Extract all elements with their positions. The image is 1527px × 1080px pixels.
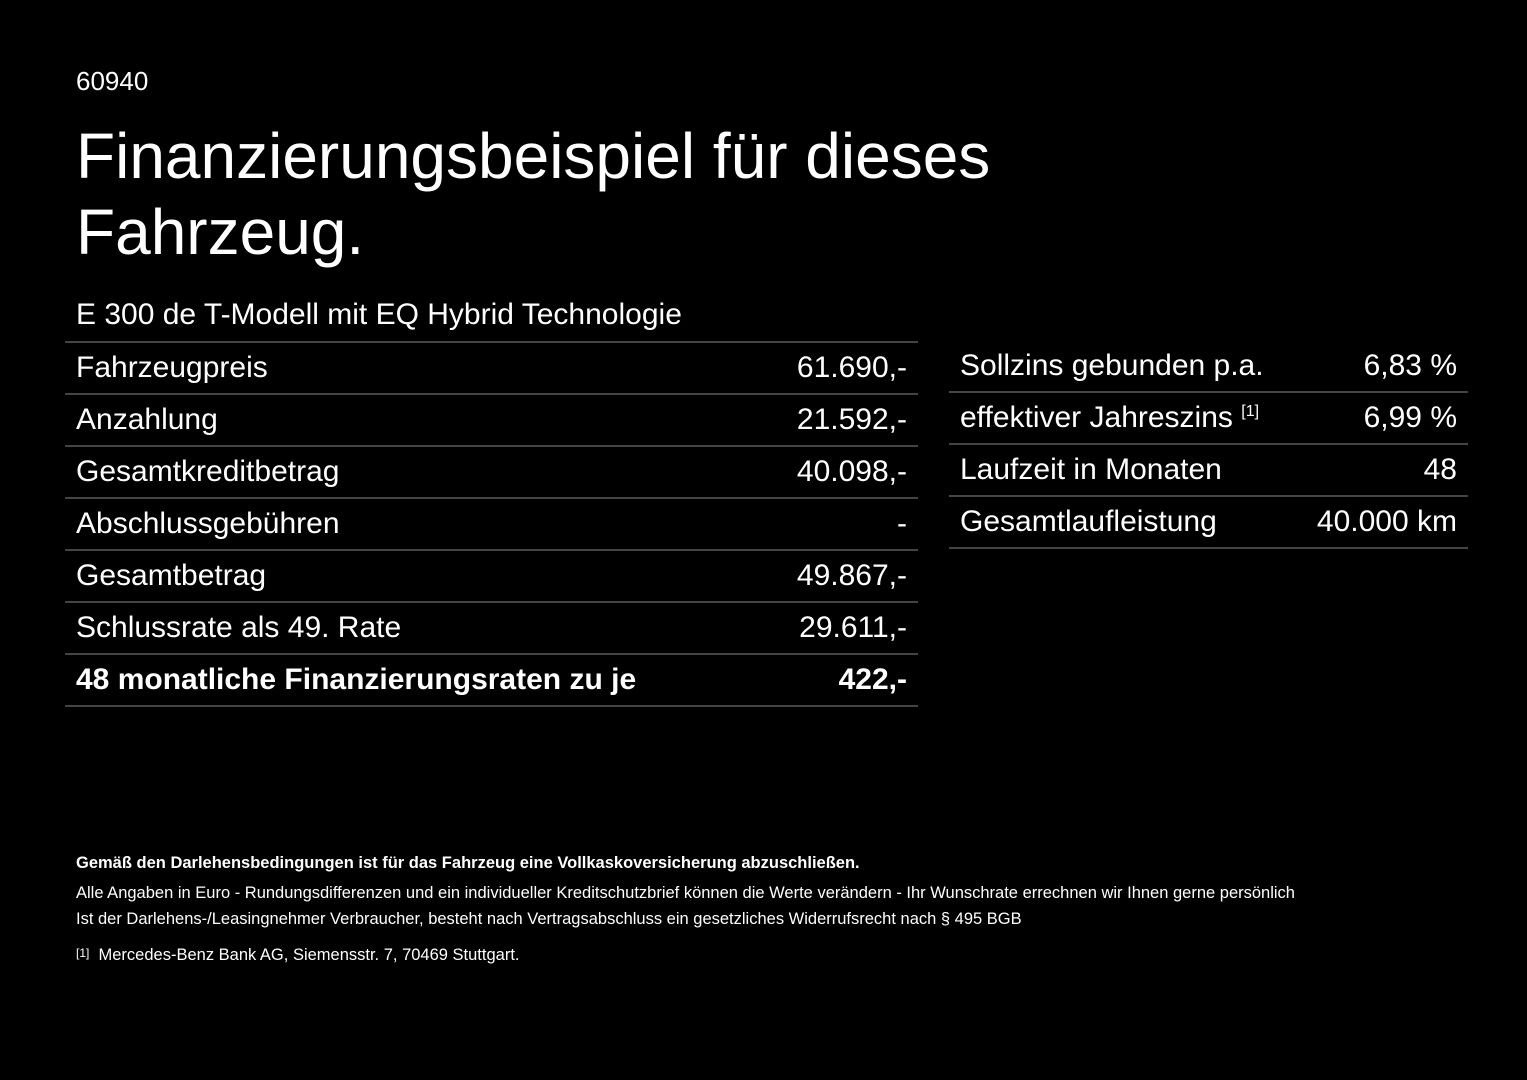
row: effektiver Jahreszins [1] 6,99 % [949,392,1468,445]
label: effektiver Jahreszins [960,401,1233,434]
value: 49.867,- [760,550,918,603]
label: Gesamtlaufleistung [960,505,1217,538]
row: Gesamtbetrag 49.867,- [65,550,918,603]
value: - [760,498,918,551]
label: Sollzins gebunden p.a. [960,349,1264,382]
value: 6,83 % [1295,341,1468,393]
footer-line: Ist der Darlehens-/Leasingnehmer Verbrau… [76,910,1022,928]
label: Fahrzeugpreis [76,351,268,384]
label: Gesamtbetrag [76,559,267,592]
label-cell: Fahrzeugpreis [65,342,761,395]
value: 40.098,- [760,446,918,499]
model: E 300 de T-Modell mit EQ Hybrid Technolo… [76,298,682,331]
value: 29.611,- [760,602,918,655]
label: Laufzeit in Monaten [960,453,1222,486]
label-cell: Abschlussgebühren [65,498,761,551]
label-cell: Gesamtbetrag [65,550,761,603]
label-cell: Anzahlung [65,394,761,447]
label: Anzahlung [76,403,218,436]
right-table: Sollzins gebunden p.a. 6,83 % effektiver J… [949,341,1468,549]
code: 60940 [76,66,149,96]
row: Laufzeit in Monaten 48 [949,444,1468,497]
value: 21.592,- [760,394,918,447]
title-line: Fahrzeug. [76,196,365,268]
row: Gesamtkreditbetrag 40.098,- [65,446,918,499]
row: Sollzins gebunden p.a. 6,83 % [949,341,1468,393]
label-cell: Sollzins gebunden p.a. [949,341,1296,393]
value: 6,99 % [1295,392,1468,445]
title: Finanzierungsbeispiel für dieses Fahrzeug… [76,118,990,270]
title-line: Finanzierungsbeispiel für dieses [76,120,991,192]
row: Abschlussgebühren - [65,498,918,551]
label: 48 monatliche Finanzierungsraten zu je [76,663,637,696]
left-table: Fahrzeugpreis 61.690,- Anzahlung 21.592,- Ge… [65,341,918,707]
footer-bold: Gemäß den Darlehensbedingungen ist für d… [76,854,860,872]
footnote-mark: [1] [76,946,90,960]
value: 48 [1295,444,1468,497]
value: 40.000 km [1295,496,1468,549]
label: Abschlussgebühren [76,507,340,540]
value: 61.690,- [760,342,918,395]
label-cell: 48 monatliche Finanzierungsraten zu je [65,654,761,707]
row: Anzahlung 21.592,- [65,394,918,447]
row: Fahrzeugpreis 61.690,- [65,342,918,395]
label-cell: Schlussrate als 49. Rate [65,602,761,655]
footnote-ref: [1] [1241,403,1260,420]
footnote-text: Mercedes-Benz Bank AG, Siemensstr. 7, 70… [98,946,520,964]
value: 422,- [760,654,918,707]
footer-line: Alle Angaben in Euro - Rundungsdifferenz… [76,884,1295,902]
label-cell: Gesamtkreditbetrag [65,446,761,499]
label: Gesamtkreditbetrag [76,455,340,488]
label-cell: Laufzeit in Monaten [949,444,1296,497]
footnote: [1] Mercedes-Benz Bank AG, Siemensstr. 7… [76,946,519,965]
row: Schlussrate als 49. Rate 29.611,- [65,602,918,655]
row: 48 monatliche Finanzierungsraten zu je 42… [65,654,918,707]
label-cell: Gesamtlaufleistung [949,496,1296,549]
label: Schlussrate als 49. Rate [76,611,402,644]
label-cell: effektiver Jahreszins [1] [949,392,1296,445]
row: Gesamtlaufleistung 40.000 km [949,496,1468,549]
